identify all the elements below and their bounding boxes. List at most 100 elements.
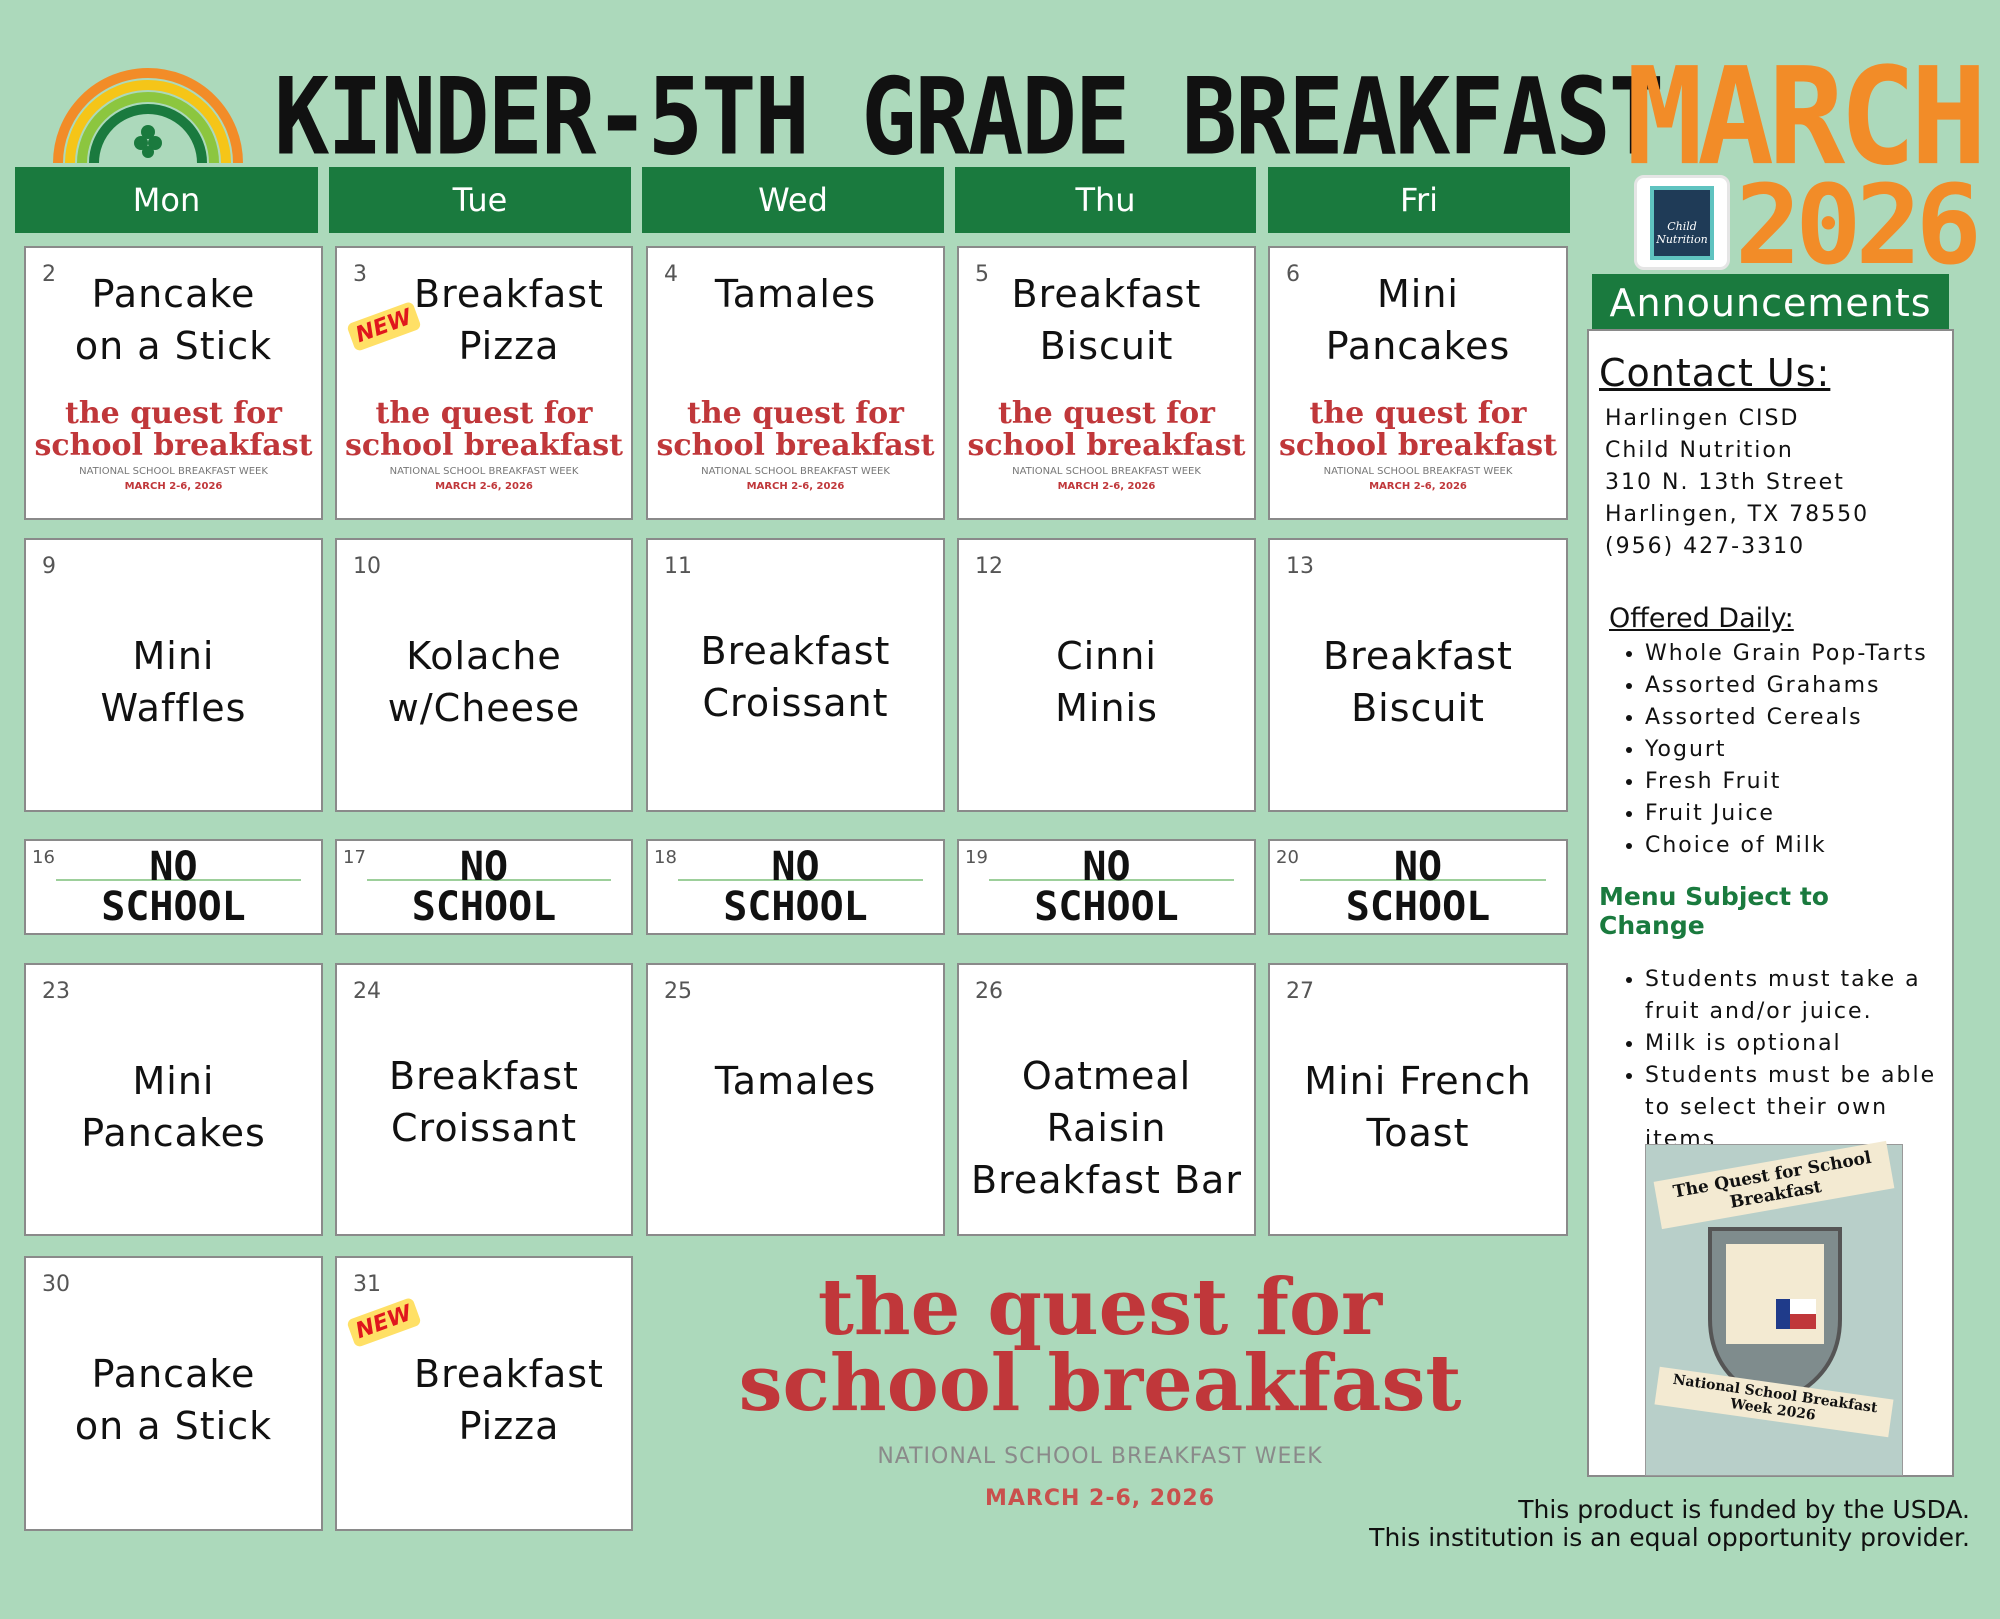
meal-name: Breakfast Biscuit (1323, 634, 1513, 730)
contact-line: (956) 427-3310 (1605, 534, 1806, 559)
quest-line1: the quest for (65, 396, 282, 431)
no-school-line2: SCHOOL (411, 884, 557, 930)
quest-line2: school breakfast (34, 428, 313, 463)
meal-name: Mini Waffles (100, 634, 247, 730)
quest-logo: the quest for school breakfast NATIONAL SC… (1270, 398, 1566, 493)
breakfast-week-label: NATIONAL SCHOOL BREAKFAST WEEK (877, 1444, 1323, 1469)
no-school-line1: NO (459, 844, 509, 890)
day-number: 10 (353, 554, 381, 579)
offered-title: Offered Daily: (1609, 603, 1794, 634)
breakfast-week-poster: The Quest for School Breakfast National … (1645, 1140, 1903, 1476)
day-header-fri: Fri (1268, 167, 1570, 233)
breakfast-week-dates: MARCH 2-6, 2026 (984, 1486, 1216, 1511)
breakfast-week-label: NATIONAL SCHOOL BREAKFAST WEEK (389, 466, 579, 477)
calendar-day-cell: 19 NO SCHOOL (957, 839, 1256, 935)
day-number: 27 (1286, 979, 1314, 1004)
calendar-day-cell: 30 Pancake on a Stick (24, 1256, 323, 1531)
day-number: 4 (664, 262, 678, 287)
no-school-line2: SCHOOL (723, 884, 868, 930)
day-header-mon: Mon (15, 167, 318, 233)
day-number: 20 (1276, 847, 1299, 868)
calendar-day-cell: 3 Breakfast Pizza NEW the quest for school b… (335, 246, 633, 520)
day-header-wed: Wed (642, 167, 944, 233)
meal-name: Mini Pancakes (1325, 272, 1511, 368)
clover-vine-icon (989, 879, 1234, 881)
breakfast-week-label: NATIONAL SCHOOL BREAKFAST WEEK (1012, 466, 1201, 477)
year-label: 2026 (1735, 161, 1982, 289)
calendar-day-cell: 23 Mini Pancakes (24, 963, 323, 1236)
clover-vine-icon (367, 879, 611, 881)
day-number: 19 (965, 847, 988, 868)
meal-name: Tamales (714, 272, 877, 316)
contact-line: 310 N. 13th Street (1605, 470, 1845, 495)
quest-logo: the quest for school breakfast NATIONAL SC… (26, 396, 321, 493)
breakfast-week-dates: MARCH 2-6, 2026 (1057, 481, 1156, 492)
month-label: MARCH (1626, 39, 1987, 196)
quest-line2: school breakfast (967, 428, 1246, 463)
no-school-line2: SCHOOL (101, 884, 246, 930)
child-nutrition-logo: Child Nutrition (1634, 175, 1730, 270)
no-school-line1: NO (149, 844, 198, 890)
breakfast-week-dates: MARCH 2-6, 2026 (435, 481, 533, 492)
meal-name: Breakfast Croissant (389, 1054, 579, 1150)
calendar-day-cell: 4 Tamales the quest for school breakfast NAT… (646, 246, 945, 520)
calendar-day-cell: 16 NO SCHOOL (24, 839, 323, 935)
calendar-day-cell: 20 NO SCHOOL (1268, 839, 1568, 935)
clover-vine-icon (678, 879, 923, 881)
calendar-day-cell: 9 Mini Waffles (24, 538, 323, 812)
logo-text: Child Nutrition (1650, 185, 1714, 260)
quest-logo: the quest for school breakfast NATIONAL SC… (648, 398, 943, 493)
footer-line1: This product is funded by the USDA. (1518, 1495, 1970, 1524)
calendar-day-cell: 17 NO SCHOOL (335, 839, 633, 935)
quest-line2: school breakfast (656, 428, 935, 463)
day-number: 31 (353, 1272, 381, 1297)
meal-name: Oatmeal Raisin Breakfast Bar (971, 1054, 1242, 1202)
rules-item: Students must take a fruit and/or juice. (1645, 964, 1942, 1028)
day-number: 16 (32, 847, 55, 868)
rules-item: Milk is optional (1645, 1028, 1942, 1060)
no-school-line1: NO (1082, 844, 1131, 890)
meal-name: Pancake on a Stick (74, 1352, 273, 1448)
offered-item: Assorted Cereals (1645, 702, 1942, 734)
quest-logo-large: the quest for school breakfast (700, 1262, 1500, 1423)
calendar-day-cell: 25 Tamales (646, 963, 945, 1236)
meal-name: Breakfast Pizza (414, 272, 604, 368)
meal-name: Tamales (714, 1059, 877, 1103)
calendar-day-cell: 12 Cinni Minis (957, 538, 1256, 812)
quest-logo: the quest for school breakfast NATIONAL SC… (337, 398, 631, 493)
day-number: 26 (975, 979, 1003, 1004)
day-number: 13 (1286, 554, 1314, 579)
calendar-day-cell: 26 Oatmeal Raisin Breakfast Bar (957, 963, 1256, 1236)
day-number: 18 (654, 847, 677, 868)
day-header-tue: Tue (329, 167, 631, 233)
calendar-day-cell: 6 Mini Pancakes the quest for school breakf… (1268, 246, 1568, 520)
meal-name: Breakfast Croissant (700, 629, 891, 725)
contact-title: Contact Us: (1599, 351, 1831, 395)
day-number: 30 (42, 1272, 70, 1297)
rainbow-clover-icon (53, 68, 243, 164)
new-badge: NEW (346, 1296, 422, 1349)
calendar-day-cell: 11 Breakfast Croissant (646, 538, 945, 812)
breakfast-week-label: NATIONAL SCHOOL BREAKFAST WEEK (79, 466, 268, 477)
contact-line: Harlingen, TX 78550 (1605, 502, 1870, 527)
meal-name: Breakfast Biscuit (1011, 272, 1202, 368)
offered-item: Assorted Grahams (1645, 670, 1942, 702)
footer-line2: This institution is an equal opportunity… (1369, 1523, 1970, 1552)
calendar-day-cell: 13 Breakfast Biscuit (1268, 538, 1568, 812)
calendar-day-cell: 31 Breakfast Pizza NEW (335, 1256, 633, 1531)
rules-item: Students must be able to select their ow… (1645, 1060, 1942, 1156)
page-title: KINDER-5TH GRADE BREAKFAST (274, 55, 1664, 179)
offered-list: Whole Grain Pop-TartsAssorted GrahamsAss… (1599, 638, 1942, 862)
contact-line: Child Nutrition (1605, 438, 1794, 463)
meal-name: Pancake on a Stick (74, 272, 273, 368)
quest-logo: the quest for school breakfast NATIONAL SC… (959, 398, 1254, 493)
clover-vine-icon (56, 879, 301, 881)
no-school-line2: SCHOOL (1034, 884, 1179, 930)
quest-line1: the quest for (817, 1262, 1383, 1353)
day-number: 23 (42, 979, 70, 1004)
day-number: 25 (664, 979, 692, 1004)
contact-info: Harlingen CISD Child Nutrition 310 N. 13th… (1599, 403, 1942, 563)
breakfast-week-dates: MARCH 2-6, 2026 (124, 481, 223, 492)
meal-name: Kolache w/Cheese (387, 634, 581, 730)
calendar-day-cell: 2 Pancake on a Stick the quest for school b… (24, 246, 323, 520)
